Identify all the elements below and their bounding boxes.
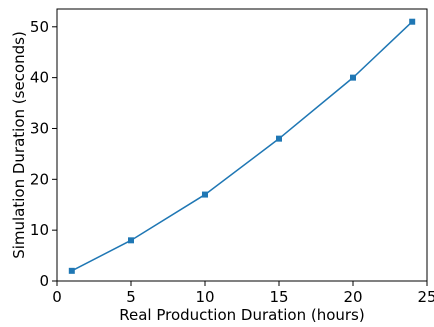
x-tick-label: 5 [126,288,136,306]
x-axis-ticks: 0 5 10 15 20 25 [52,281,434,306]
x-tick-label: 25 [417,288,434,306]
y-tick-label: 30 [30,119,49,137]
data-point-marker [350,74,356,81]
data-point-marker [202,191,208,198]
series-line [71,21,413,272]
plot-area [68,18,416,274]
y-axis-ticks: 0 10 20 30 40 50 [30,18,57,290]
y-tick-label: 50 [30,18,49,36]
x-tick-label: 0 [52,288,62,306]
y-tick-label: 10 [30,221,49,239]
y-tick-label: 20 [30,170,49,188]
y-axis-label: Simulation Duration (seconds) [10,31,28,259]
plot-frame [56,8,428,282]
data-point-marker [276,135,282,142]
y-tick-label: 0 [39,272,49,290]
data-point-marker [409,18,416,25]
x-tick-label: 15 [269,288,288,306]
x-tick-label: 10 [195,288,214,306]
y-tick-label: 40 [30,69,49,87]
x-axis-label: Real Production Duration (hours) [119,306,364,324]
data-point-marker [128,237,134,244]
data-point-marker [68,267,75,274]
x-tick-label: 20 [343,288,362,306]
